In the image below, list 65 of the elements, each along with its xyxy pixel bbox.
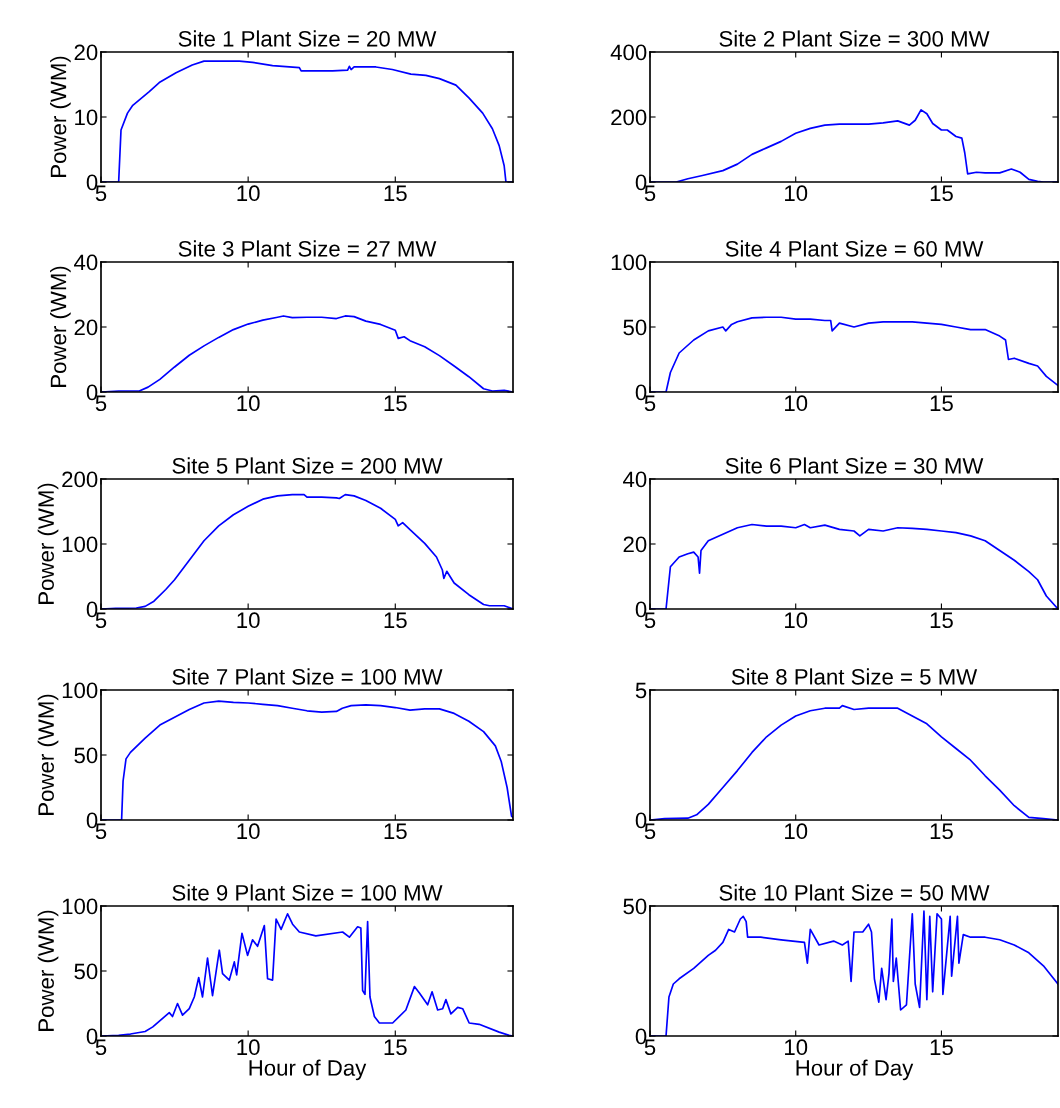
y-tick-label: 40	[623, 471, 647, 488]
x-axis-title: Hour of Day	[796, 1059, 914, 1081]
y-tick-label: 50	[623, 319, 647, 336]
chart-title: Site 6 Plant Size = 30 MW	[725, 457, 984, 474]
x-tick-label: 10	[785, 185, 808, 202]
chart-title: Site 5 Plant Size = 200 MW	[172, 457, 443, 474]
x-tick-label: 15	[384, 185, 407, 202]
x-tick-label: 15	[930, 612, 953, 629]
x-tick-label: 10	[237, 185, 260, 202]
y-tick-label: 0	[635, 601, 647, 618]
chart-title: Site 8 Plant Size = 5 MW	[731, 668, 978, 685]
y-tick-label: 0	[635, 1028, 647, 1045]
x-tick-label: 10	[237, 395, 260, 412]
y-tick-label: 0	[86, 1028, 98, 1045]
x-tick-label: 15	[930, 823, 953, 840]
y-tick-label: 5	[635, 682, 647, 699]
y-tick-label: 0	[86, 384, 98, 401]
y-axis-title: Power (WM)	[37, 483, 59, 604]
y-tick-label: 100	[611, 254, 647, 271]
x-tick-label: 10	[785, 612, 808, 629]
x-tick-label: 15	[930, 185, 953, 202]
y-tick-label: 100	[62, 898, 98, 915]
y-tick-label: 50	[623, 898, 647, 915]
x-tick-label: 10	[237, 823, 260, 840]
y-axis-title: Power (WM)	[37, 910, 59, 1031]
y-tick-label: 200	[62, 471, 98, 488]
x-tick-label: 15	[384, 1039, 407, 1056]
chart-title: Site 10 Plant Size = 50 MW	[719, 884, 990, 901]
y-tick-label: 20	[623, 536, 647, 553]
chart-title: Site 7 Plant Size = 100 MW	[172, 668, 443, 685]
x-axis-title: Hour of Day	[249, 1059, 367, 1081]
y-tick-label: 0	[86, 174, 98, 191]
chart-title: Site 2 Plant Size = 300 MW	[719, 30, 990, 47]
y-tick-label: 40	[74, 254, 98, 271]
x-tick-label: 10	[785, 1039, 808, 1056]
x-tick-label: 10	[785, 395, 808, 412]
y-axis-title: Power (WM)	[50, 56, 71, 177]
chart-title: Site 3 Plant Size = 27 MW	[178, 240, 437, 257]
chart-title: Site 9 Plant Size = 100 MW	[172, 884, 443, 901]
y-tick-label: 0	[635, 174, 647, 191]
y-tick-label: 0	[86, 601, 98, 618]
chart-title: Site 4 Plant Size = 60 MW	[725, 240, 984, 257]
x-tick-label: 10	[237, 612, 260, 629]
y-tick-label: 100	[62, 536, 98, 553]
y-tick-label: 400	[610, 44, 647, 61]
y-axis-title: Power (WM)	[37, 694, 59, 815]
x-tick-label: 15	[930, 395, 953, 412]
y-tick-label: 50	[74, 963, 98, 980]
x-tick-label: 15	[384, 612, 407, 629]
x-tick-label: 15	[384, 823, 407, 840]
chart-title: Site 1 Plant Size = 20 MW	[178, 30, 437, 47]
y-tick-label: 0	[635, 812, 647, 829]
y-tick-label: 200	[611, 109, 647, 126]
y-tick-label: 20	[74, 319, 98, 336]
x-tick-label: 15	[384, 395, 407, 412]
y-tick-label: 0	[635, 384, 647, 401]
x-tick-label: 10	[237, 1039, 260, 1056]
x-tick-label: 15	[930, 1039, 953, 1056]
y-tick-label: 50	[74, 747, 98, 764]
x-tick-label: 10	[785, 823, 808, 840]
y-tick-label: 0	[86, 812, 98, 829]
y-tick-label: 10	[75, 109, 98, 126]
y-axis-title: Power (WM)	[50, 266, 71, 387]
y-tick-label: 20	[74, 44, 98, 61]
y-tick-label: 100	[62, 682, 98, 699]
